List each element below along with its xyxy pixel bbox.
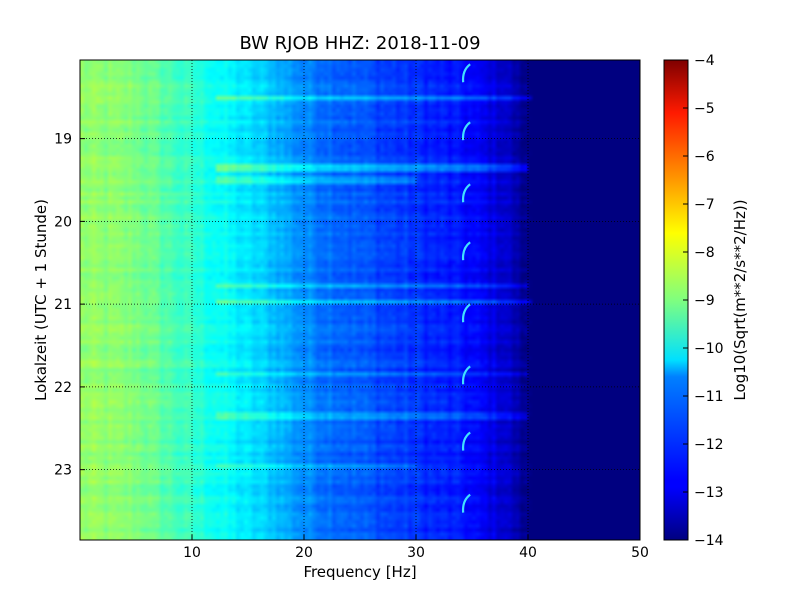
colorbar-tick-label-4: −8 <box>694 245 715 261</box>
y-axis-label: Lokalzeit (UTC + 1 Stunde) <box>32 199 50 401</box>
colorbar-tick-label-1: −5 <box>694 101 715 117</box>
colorbar: −4 −5 −6 −7 −8 −9 −10 −11 −12 −13 −14 Log10(Sqrt(m… <box>663 53 749 549</box>
hook-signal-0 <box>461 63 471 83</box>
hook-signal-5 <box>461 365 471 385</box>
x-tick-label-1: 20 <box>295 545 313 561</box>
x-tick-label-0: 10 <box>183 545 201 561</box>
hook-signal-6 <box>461 431 471 451</box>
plot-area: 10 20 30 40 50 19 20 21 22 23 <box>54 59 649 561</box>
y-tick-label-1: 20 <box>54 214 72 230</box>
x-axis-label: Frequency [Hz] <box>303 563 416 581</box>
y-axis-ticks: 19 20 21 22 23 <box>54 132 85 479</box>
y-tick-label-0: 19 <box>54 132 72 148</box>
colorbar-label: Log10(Sqrt(m**2/s**2/Hz)) <box>731 199 749 400</box>
y-tick-label-3: 22 <box>54 380 72 396</box>
colorbar-tick-label-10: −14 <box>694 533 724 549</box>
hook-signal-3 <box>461 241 471 261</box>
hook-signal-4 <box>461 303 471 323</box>
colorbar-tick-label-9: −13 <box>694 485 724 501</box>
x-tick-label-3: 40 <box>519 545 537 561</box>
y-tick-label-2: 21 <box>54 297 72 313</box>
hook-signal-2 <box>461 183 471 203</box>
heatmap-image <box>80 60 640 540</box>
colorbar-tick-label-6: −10 <box>694 341 724 357</box>
plot-frame <box>79 59 641 541</box>
grid-lines <box>80 60 640 540</box>
x-tick-label-2: 30 <box>407 545 425 561</box>
chart-title: BW RJOB HHZ: 2018-11-09 <box>239 33 480 54</box>
spectrogram-heatmap <box>80 60 640 540</box>
colorbar-tick-label-2: −6 <box>694 149 715 165</box>
y-tick-label-4: 23 <box>54 463 72 479</box>
hook-signal-7 <box>461 493 471 513</box>
colorbar-ticks: −4 −5 −6 −7 −8 −9 −10 −11 −12 −13 −14 <box>683 53 724 549</box>
colorbar-tick-label-7: −11 <box>694 389 724 405</box>
colorbar-tick-label-3: −7 <box>694 197 715 213</box>
x-axis-ticks: 10 20 30 40 50 <box>183 535 649 561</box>
colorbar-tick-label-5: −9 <box>694 293 715 309</box>
hook-signals <box>461 63 471 513</box>
x-tick-label-4: 50 <box>631 545 649 561</box>
hook-signal-1 <box>461 121 471 141</box>
colorbar-tick-label-8: −12 <box>694 437 724 453</box>
colorbar-tick-label-0: −4 <box>694 53 715 69</box>
